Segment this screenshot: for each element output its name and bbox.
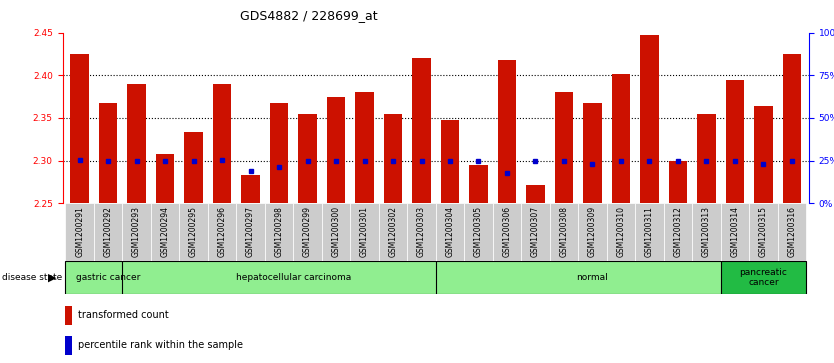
Text: GSM1200307: GSM1200307	[531, 206, 540, 257]
Bar	[435, 261, 749, 294]
Text: GSM1200313: GSM1200313	[702, 206, 711, 257]
Bar	[692, 203, 721, 261]
Bar	[299, 114, 317, 203]
Bar	[521, 203, 550, 261]
Bar	[641, 35, 659, 203]
Text: GSM1200291: GSM1200291	[75, 206, 84, 257]
Text: GSM1200314: GSM1200314	[731, 206, 740, 257]
Bar	[294, 203, 322, 261]
Bar	[350, 203, 379, 261]
Text: GSM1200305: GSM1200305	[474, 206, 483, 257]
Text: GSM1200316: GSM1200316	[787, 206, 796, 257]
Text: GSM1200300: GSM1200300	[332, 206, 340, 257]
Bar	[636, 203, 664, 261]
Text: GSM1200298: GSM1200298	[274, 206, 284, 257]
Bar	[465, 203, 493, 261]
Bar	[270, 103, 289, 203]
Bar	[179, 203, 208, 261]
Bar	[241, 175, 260, 203]
Bar	[777, 203, 806, 261]
Text: GSM1200293: GSM1200293	[132, 206, 141, 257]
Text: GSM1200301: GSM1200301	[360, 206, 369, 257]
Bar	[384, 114, 402, 203]
Bar	[697, 114, 716, 203]
Text: gastric cancer: gastric cancer	[76, 273, 140, 282]
Bar	[611, 74, 631, 203]
Bar	[327, 97, 345, 203]
Bar	[493, 203, 521, 261]
Bar	[70, 54, 89, 203]
Text: percentile rank within the sample: percentile rank within the sample	[78, 340, 244, 350]
Bar	[65, 203, 94, 261]
Bar	[213, 84, 231, 203]
Bar	[526, 184, 545, 203]
Bar	[156, 154, 174, 203]
Bar	[555, 92, 573, 203]
Bar	[64, 306, 72, 325]
Bar	[151, 203, 179, 261]
Text: ▶: ▶	[48, 273, 57, 283]
Bar	[440, 120, 460, 203]
Bar	[498, 60, 516, 203]
Text: disease state: disease state	[2, 273, 62, 282]
Text: GSM1200306: GSM1200306	[503, 206, 511, 257]
Bar	[749, 203, 777, 261]
Text: GSM1200312: GSM1200312	[673, 206, 682, 257]
Text: GSM1200297: GSM1200297	[246, 206, 255, 257]
Text: GSM1200294: GSM1200294	[161, 206, 169, 257]
Text: hepatocellular carcinoma: hepatocellular carcinoma	[236, 273, 351, 282]
Text: GSM1200303: GSM1200303	[417, 206, 426, 257]
Bar	[379, 203, 407, 261]
Bar	[470, 165, 488, 203]
Text: GSM1200296: GSM1200296	[218, 206, 227, 257]
Text: normal: normal	[576, 273, 608, 282]
Bar	[407, 203, 435, 261]
Bar	[184, 132, 203, 203]
Bar	[322, 203, 350, 261]
Text: GSM1200315: GSM1200315	[759, 206, 768, 257]
Bar	[435, 203, 465, 261]
Text: GSM1200311: GSM1200311	[645, 206, 654, 257]
Bar	[208, 203, 236, 261]
Text: GDS4882 / 228699_at: GDS4882 / 228699_at	[239, 9, 378, 22]
Bar	[99, 103, 118, 203]
Bar	[721, 261, 806, 294]
Text: GSM1200295: GSM1200295	[189, 206, 198, 257]
Bar	[726, 79, 744, 203]
Bar	[65, 261, 151, 294]
Bar	[412, 58, 431, 203]
Bar	[721, 203, 749, 261]
Bar	[782, 54, 801, 203]
Text: GSM1200309: GSM1200309	[588, 206, 597, 257]
Text: pancreatic
cancer: pancreatic cancer	[740, 268, 787, 287]
Bar	[128, 84, 146, 203]
Text: GSM1200304: GSM1200304	[445, 206, 455, 257]
Bar	[606, 203, 636, 261]
Bar	[664, 203, 692, 261]
Text: GSM1200292: GSM1200292	[103, 206, 113, 257]
Bar	[123, 203, 151, 261]
Bar	[64, 335, 72, 355]
Text: GSM1200308: GSM1200308	[560, 206, 569, 257]
Bar	[123, 261, 465, 294]
Bar	[583, 103, 601, 203]
Bar	[550, 203, 578, 261]
Bar	[265, 203, 294, 261]
Bar	[355, 92, 374, 203]
Bar	[94, 203, 123, 261]
Text: GSM1200302: GSM1200302	[389, 206, 398, 257]
Bar	[754, 106, 772, 203]
Text: GSM1200299: GSM1200299	[303, 206, 312, 257]
Text: GSM1200310: GSM1200310	[616, 206, 626, 257]
Bar	[578, 203, 606, 261]
Bar	[236, 203, 265, 261]
Bar	[669, 160, 687, 203]
Text: transformed count: transformed count	[78, 310, 169, 320]
